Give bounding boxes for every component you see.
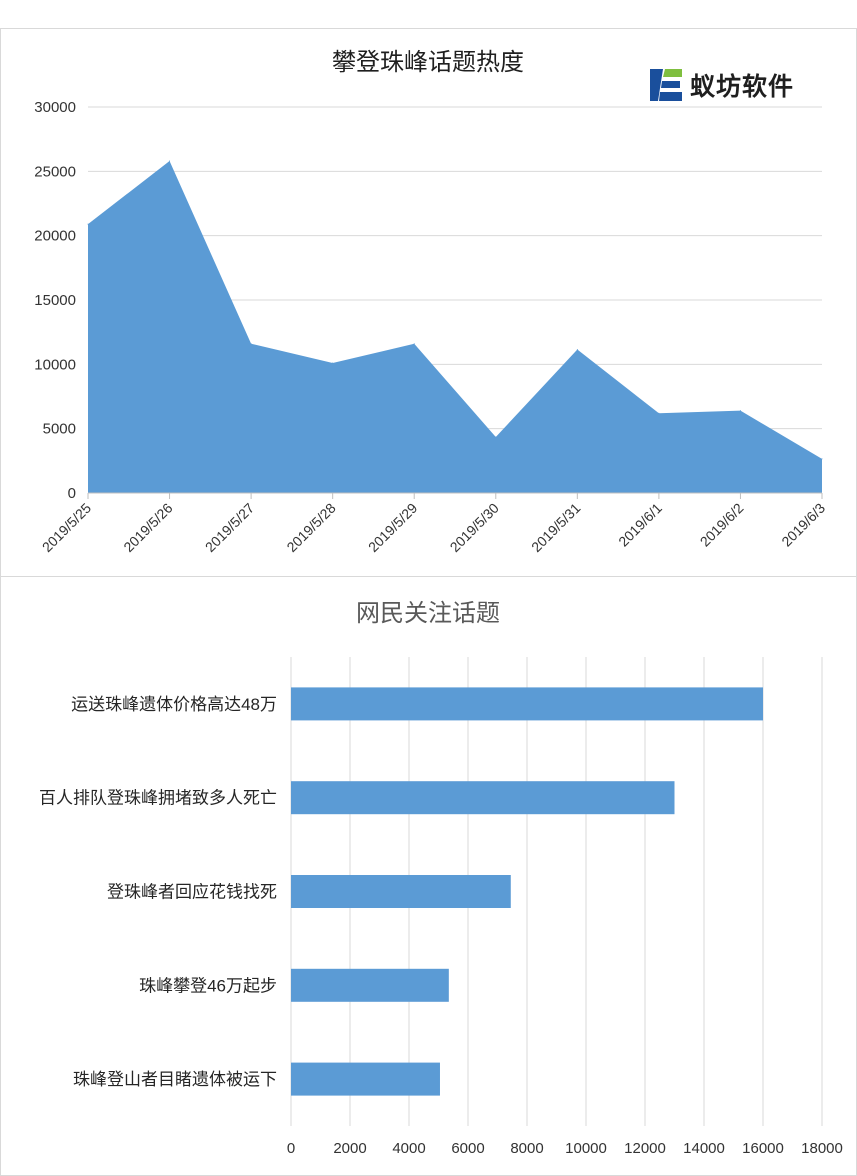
- area-x-tick-label: 2019/5/29: [365, 500, 421, 556]
- area-data-point: [495, 436, 497, 438]
- logo-text: 蚁坊软件: [690, 72, 795, 101]
- bar: [291, 968, 449, 1002]
- area-data-point: [332, 362, 334, 364]
- bar-category-label: 登珠峰者回应花钱找死: [107, 883, 277, 902]
- bar: [291, 687, 763, 721]
- area-x-tick-label: 2019/6/2: [697, 500, 747, 550]
- area-data-point: [658, 412, 660, 414]
- bar-x-tick-label: 2000: [333, 1140, 366, 1157]
- bar-chart: 网民关注话题 运送珠峰遗体价格高达48万百人排队登珠峰拥堵致多人死亡登珠峰者回应…: [39, 600, 843, 1157]
- area-chart: 攀登珠峰话题热度 050001000015000200002500030000 …: [34, 49, 828, 555]
- area-y-tick-label: 5000: [43, 421, 76, 438]
- area-y-tick-label: 0: [68, 485, 76, 502]
- bar-category-label: 百人排队登珠峰拥堵致多人死亡: [39, 789, 277, 808]
- area-x-tick-label: 2019/5/26: [120, 500, 176, 556]
- bar-chart-title: 网民关注话题: [356, 600, 500, 627]
- area-data-point: [739, 410, 741, 412]
- area-y-tick-labels: 0 5000 10000 15000 20000 25000 30000: [34, 99, 76, 502]
- area-data-point: [413, 343, 415, 345]
- area-x-tick-label: 2019/6/1: [615, 500, 665, 550]
- area-x-tick-labels: 2019/5/25 2019/5/26 2019/5/27 2019/5/28 2019…: [39, 493, 828, 556]
- brand-logo: 蚁坊软件: [650, 68, 794, 102]
- area-data-point: [169, 160, 171, 162]
- area-data-point: [576, 349, 578, 351]
- area-y-tick-label: 20000: [34, 228, 76, 245]
- bar-category-labels: 运送珠峰遗体价格高达48万百人排队登珠峰拥堵致多人死亡登珠峰者回应花钱找死珠峰攀…: [39, 695, 277, 1089]
- area-y-tick-label: 25000: [34, 163, 76, 180]
- logo-mark-icon: [650, 69, 682, 101]
- bar-bars: [291, 687, 763, 1096]
- bar-x-tick-label: 14000: [683, 1140, 725, 1157]
- area-x-tick-label: 2019/5/31: [528, 500, 584, 556]
- bar-category-label: 珠峰登山者目睹遗体被运下: [73, 1070, 277, 1089]
- area-y-tick-label: 10000: [34, 356, 76, 373]
- bar-x-tick-label: 4000: [392, 1140, 425, 1157]
- bar-category-label: 运送珠峰遗体价格高达48万: [71, 695, 277, 714]
- bar-x-tick-label: 10000: [565, 1140, 607, 1157]
- bar-x-tick-label: 18000: [801, 1140, 843, 1157]
- bar: [291, 1062, 440, 1096]
- area-x-tick-label: 2019/5/30: [447, 500, 503, 556]
- area-x-tick-label: 2019/5/27: [202, 500, 258, 556]
- bar-x-tick-label: 6000: [451, 1140, 484, 1157]
- bar-x-tick-label: 8000: [510, 1140, 543, 1157]
- bar-category-label: 珠峰攀登46万起步: [139, 976, 277, 995]
- area-data-point: [250, 343, 252, 345]
- area-plot: [87, 160, 823, 494]
- bar-x-tick-label: 12000: [624, 1140, 666, 1157]
- area-x-tick-label: 2019/5/28: [283, 500, 339, 556]
- area-x-tick-label: 2019/5/25: [39, 500, 95, 556]
- area-x-tick-label: 2019/6/3: [778, 500, 828, 550]
- bar: [291, 781, 675, 815]
- bar: [291, 875, 511, 908]
- bar-x-tick-label: 16000: [742, 1140, 784, 1157]
- bar-x-tick-label: 0: [287, 1140, 295, 1157]
- area-chart-title: 攀登珠峰话题热度: [332, 49, 524, 76]
- bar-x-tick-labels: 0 2000 4000 6000 8000 10000 12000 14000 16000 180…: [287, 1140, 843, 1157]
- area-series-fill: [88, 161, 822, 494]
- area-y-tick-label: 30000: [34, 99, 76, 116]
- area-data-point: [821, 458, 823, 460]
- area-data-point: [87, 223, 89, 225]
- area-y-tick-label: 15000: [34, 292, 76, 309]
